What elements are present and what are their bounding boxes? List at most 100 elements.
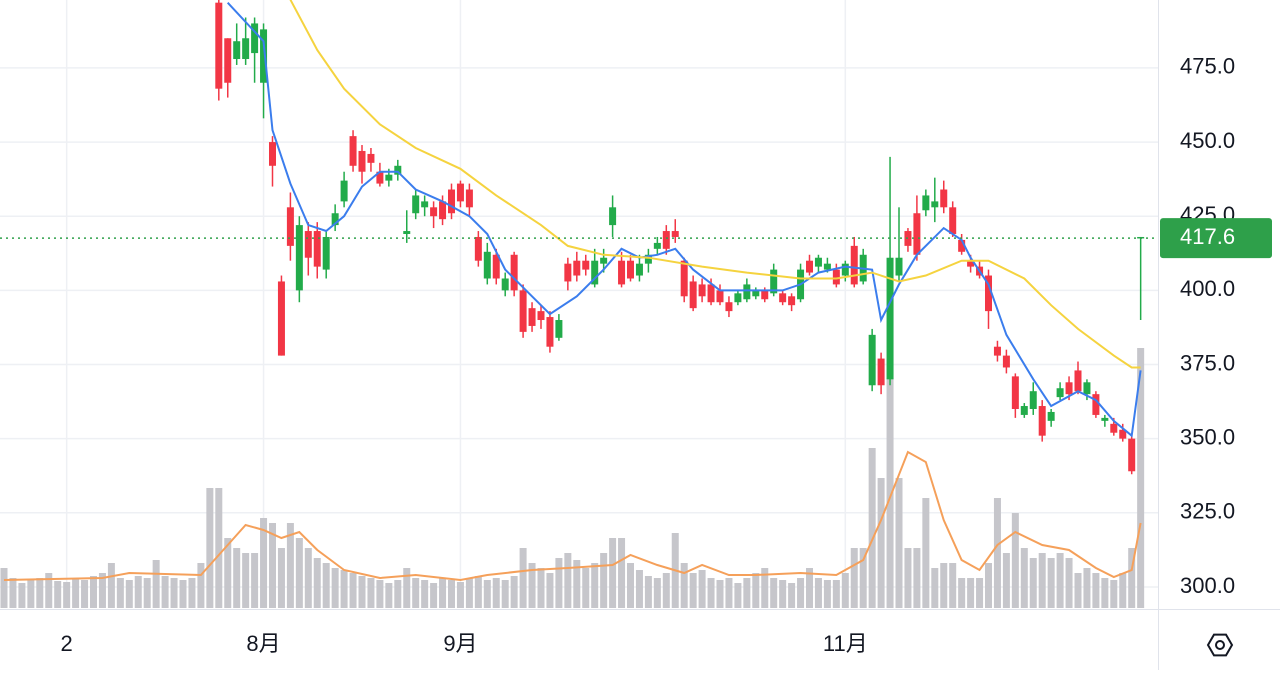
volume-bar: [403, 568, 411, 608]
candle-body: [823, 263, 831, 270]
settings-icon[interactable]: [1215, 640, 1225, 650]
volume-bar: [806, 568, 813, 608]
volume-bar: [242, 553, 250, 608]
volume-bar: [653, 578, 661, 608]
volume-bar: [197, 563, 205, 608]
candle-body: [671, 231, 679, 237]
candle-body: [591, 260, 599, 285]
volume-bar: [1083, 568, 1091, 608]
volume-bar: [331, 568, 339, 608]
candle-body: [1101, 417, 1109, 421]
candle-body: [537, 311, 545, 321]
volume-bar: [1029, 558, 1037, 608]
y-tick-label: 475.0: [1180, 54, 1235, 79]
candle-body: [313, 231, 321, 267]
candle-body: [734, 293, 742, 303]
candle-body: [430, 207, 438, 217]
volume-bar: [27, 580, 35, 608]
candle-body: [627, 260, 634, 279]
volume-bar: [134, 576, 142, 608]
candle-body: [1083, 382, 1091, 395]
volume-bar: [600, 553, 608, 608]
candle-body: [277, 281, 285, 356]
volume-bar: [582, 568, 590, 608]
candle-body: [1092, 394, 1100, 415]
candle-body: [788, 296, 796, 306]
candle-body: [215, 2, 223, 89]
volume-bar: [832, 580, 840, 608]
volume-bar: [993, 498, 1001, 608]
candle-body: [1065, 382, 1073, 395]
volume-bar: [555, 558, 563, 608]
candle-body: [725, 302, 733, 312]
volume-bar: [260, 518, 268, 608]
volume-bar: [465, 578, 473, 608]
candle-body: [546, 317, 554, 347]
volume-bar: [510, 576, 518, 608]
volume-bar: [1128, 548, 1136, 608]
volume-bar: [439, 578, 447, 608]
volume-bar: [814, 578, 822, 608]
candle-body: [689, 281, 697, 309]
volume-bar: [1020, 548, 1028, 608]
volume-bar: [976, 578, 984, 608]
volume-bar: [18, 583, 26, 608]
candle-body: [609, 207, 617, 226]
candle-body: [1119, 429, 1127, 439]
volume-bar: [913, 548, 921, 608]
volume-bar: [90, 576, 97, 608]
volume-bar: [501, 580, 509, 608]
candle-body: [483, 251, 491, 279]
volume-bar: [528, 563, 536, 608]
volume-bar: [618, 538, 626, 608]
candle-body: [931, 201, 939, 208]
y-tick-label: 400.0: [1180, 276, 1235, 301]
volume-bar: [349, 573, 357, 608]
candle-body: [242, 38, 250, 60]
volume-bar: [376, 580, 384, 608]
volume-bar: [215, 488, 223, 608]
candle-body: [519, 290, 527, 332]
volume-bar: [1074, 573, 1082, 608]
candle-body: [600, 257, 608, 264]
volume-bar: [1065, 558, 1073, 608]
volume-bar: [340, 570, 348, 608]
candle-body: [260, 29, 268, 83]
volume-bar: [277, 548, 285, 608]
volume-bar: [635, 570, 643, 608]
volume-bar: [680, 563, 688, 608]
candle-body: [832, 269, 840, 285]
candle-body: [349, 136, 357, 166]
ma-line: [226, 2, 1142, 438]
volume-bar: [313, 558, 321, 608]
candle-body: [564, 263, 572, 282]
candle-body: [850, 245, 858, 285]
settings-button[interactable]: [1206, 633, 1234, 657]
candle-body: [528, 308, 536, 326]
candle-body: [877, 358, 885, 386]
volume-bar: [823, 580, 831, 608]
volume-bar: [591, 563, 599, 608]
volume-bar: [859, 548, 867, 608]
candle-body: [618, 260, 626, 285]
candle-body: [985, 275, 992, 312]
volume-bar: [644, 576, 652, 608]
volume-bar: [9, 578, 17, 608]
volume-bar: [627, 563, 634, 608]
candle-body: [1011, 376, 1019, 409]
volume-bar: [98, 573, 106, 608]
candle-body: [779, 293, 787, 303]
candle-body: [922, 195, 930, 211]
volume-bar: [72, 578, 80, 608]
candle-body: [233, 41, 241, 60]
y-tick-label: 350.0: [1180, 424, 1235, 449]
settings-icon[interactable]: [1206, 633, 1234, 657]
y-tick-label: 325.0: [1180, 499, 1235, 524]
volume-bar: [734, 583, 742, 608]
volume-bar: [81, 580, 89, 608]
volume-bar: [752, 573, 760, 608]
volume-bar: [161, 576, 169, 608]
y-tick-label: 450.0: [1180, 128, 1235, 153]
candle-body: [555, 320, 563, 338]
y-tick-label: 500.0: [1180, 0, 1235, 5]
